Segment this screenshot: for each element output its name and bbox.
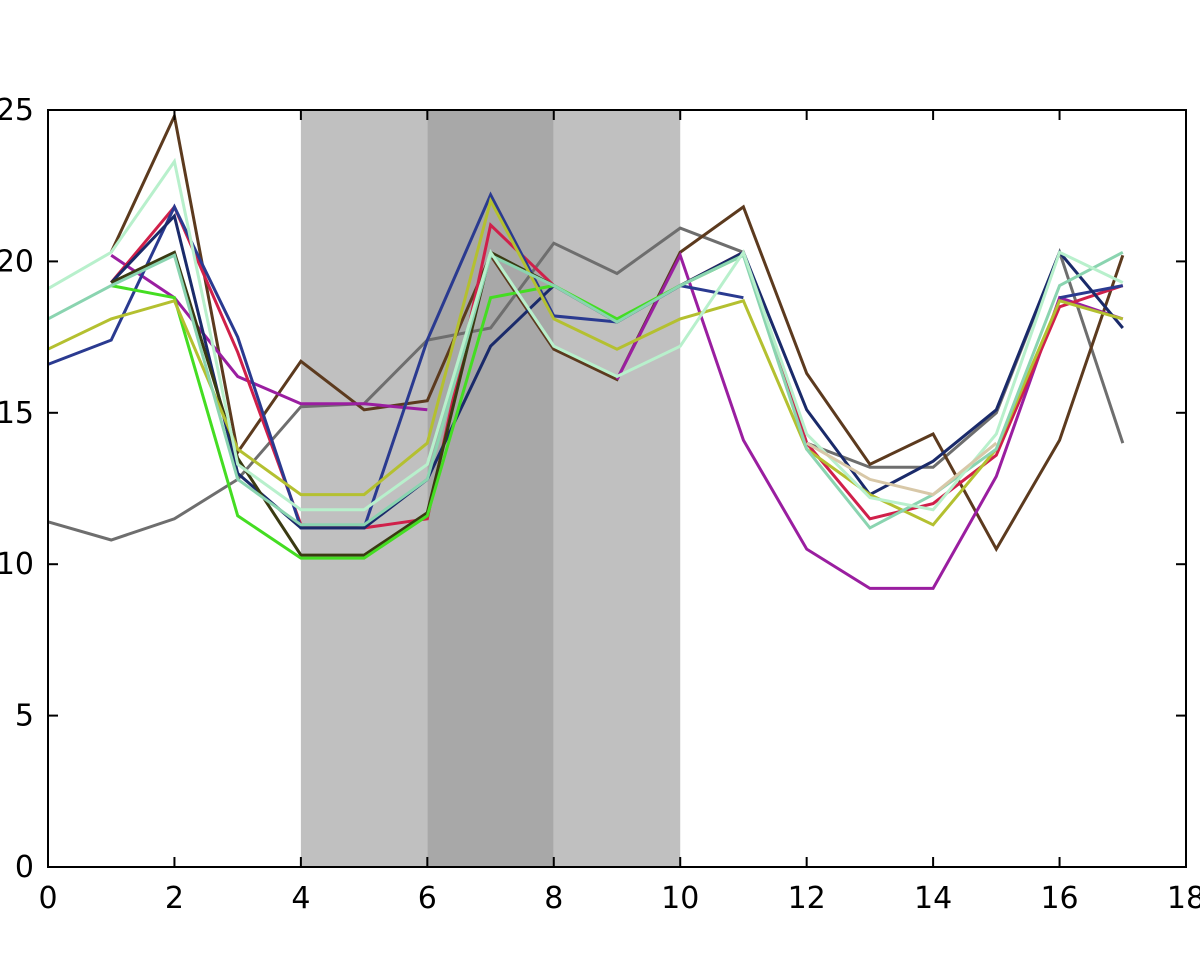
series-line-7 <box>110 253 745 560</box>
shaded-region-1 <box>427 110 554 867</box>
series-line-0 <box>47 226 1125 542</box>
x-tick-label: 8 <box>544 881 563 916</box>
plot-frame <box>47 109 1187 868</box>
series-line-11 <box>805 441 998 497</box>
tick-marks <box>47 109 1187 868</box>
x-tick-label: 0 <box>38 881 57 916</box>
y-tick-label: 5 <box>15 699 34 734</box>
x-tick-label: 14 <box>914 881 952 916</box>
y-tick-label: 25 <box>0 93 34 128</box>
y-tick-label: 10 <box>0 547 34 582</box>
series-line-10 <box>47 157 1124 512</box>
x-tick-label: 10 <box>661 881 699 916</box>
y-tick-label: 0 <box>15 850 34 885</box>
x-tick-label: 12 <box>788 881 826 916</box>
y-tick-label: 20 <box>0 244 34 279</box>
shaded-regions <box>300 110 681 867</box>
x-tick-label: 6 <box>418 881 437 916</box>
series-line-8 <box>47 196 1124 527</box>
series-lines <box>47 111 1125 590</box>
x-tick-label: 16 <box>1040 881 1078 916</box>
shaded-region-0 <box>300 110 428 867</box>
y-tick-label: 15 <box>0 396 34 431</box>
x-tick-label: 4 <box>291 881 310 916</box>
y-tick-labels: 0 5 10 15 20 25 <box>0 93 34 885</box>
x-tick-labels: 0 2 4 6 8 10 12 14 16 18 <box>38 881 1200 916</box>
shaded-region-2 <box>553 110 681 867</box>
x-tick-label: 18 <box>1167 881 1200 916</box>
x-tick-label: 2 <box>165 881 184 916</box>
